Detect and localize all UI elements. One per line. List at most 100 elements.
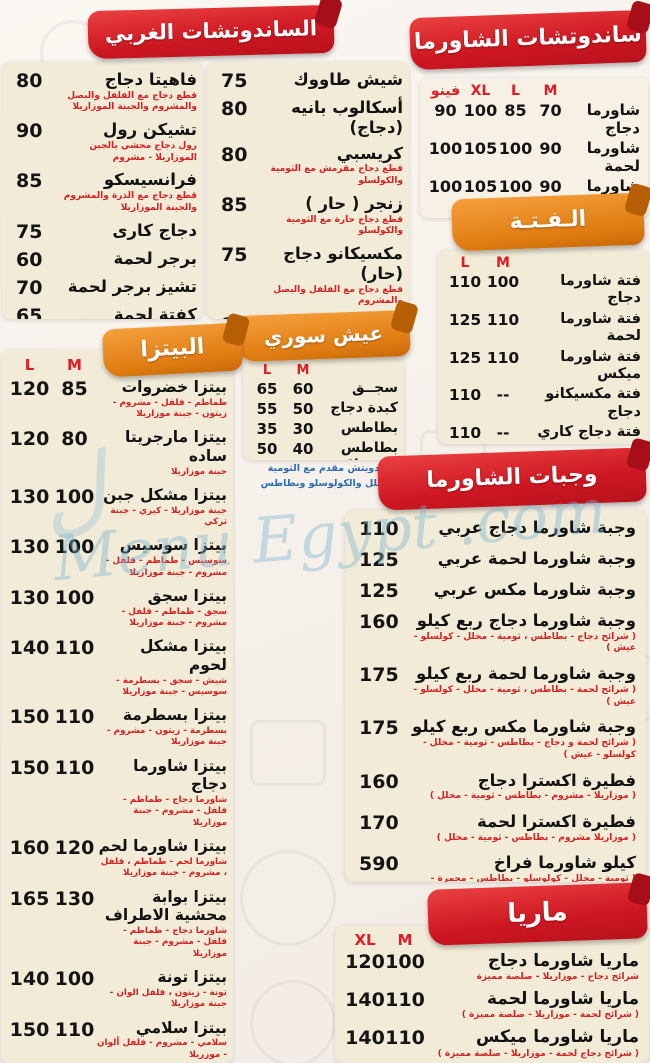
- price-value: 100: [54, 486, 95, 509]
- menu-item-row: 90 تشيكن رول رول دجاج محشي بالجبن الموزاري…: [8, 120, 197, 164]
- item-prices: 110 --: [446, 386, 522, 404]
- item-prices: 75: [213, 244, 265, 266]
- item-prices: 175: [355, 664, 405, 686]
- item-description: قطع دجاج مع الفلفل والبصل والمشروم: [273, 284, 403, 307]
- item-name: شاورما لحمة: [586, 139, 640, 175]
- price-value: 150: [9, 1018, 50, 1041]
- item-name: فتة شاورما ميكس: [560, 348, 641, 382]
- item-name: مكسيكانو دجاج (حار): [283, 243, 403, 283]
- item-name: بيتزا بسطرمة: [122, 706, 227, 725]
- price-value: 90: [16, 120, 43, 143]
- menu-item-row: 75 دجاج كارى: [8, 221, 197, 243]
- item-description: ( شرائح دجاج - بطاطس ، ثومية - مخلل - كو…: [413, 631, 636, 654]
- price-value: 125: [448, 310, 482, 329]
- menu-item-row: 110 -- فتة دجاج كاري: [446, 424, 641, 442]
- menu-item-row: 125 وجبة شاورما لحمة عربي: [355, 549, 636, 571]
- price-value: 85: [221, 193, 248, 216]
- menu-item-row: 75 مكسيكانو دجاج (حار) قطع دجاج مع الفلفل …: [213, 244, 403, 308]
- price-value: 100: [498, 139, 533, 158]
- col-m: M: [67, 356, 82, 374]
- shawarma-meals-ribbon: وجبات الشاورما: [377, 447, 647, 511]
- fatta-list: L M 110 100 فتة شاورما دجاج 125 110 فتة شاورم…: [438, 250, 649, 444]
- menu-item-row: 140 100 بيتزا تونة تونة - زيتون ، فلفل الوا…: [7, 968, 227, 1010]
- price-value: 110: [54, 1018, 95, 1041]
- doodle-shape: [250, 980, 336, 1063]
- col-m: M: [296, 363, 310, 378]
- item-name: برجر لحمة: [113, 248, 197, 268]
- menu-item-row: 55 50 كبدة دجاج: [249, 400, 398, 418]
- item-description: ( شرائح دجاج لحمة - موزاريلا - صلصة مميز…: [437, 1048, 639, 1059]
- item-name: بيتزا سلامي: [135, 1018, 227, 1037]
- pizza-section-ribbon: البيتزا: [101, 322, 244, 378]
- menu-item-row: 140 110 بيتزا مشكل لحوم شيش - سجق - بسطرمة …: [7, 637, 227, 698]
- menu-item-row: 85 فرانسيسكو قطع دجاج مع الذرة والمشروم وا…: [8, 170, 197, 214]
- price-value: 75: [221, 70, 248, 92]
- price-value: 110: [359, 518, 399, 540]
- item-name: بيتزا مارجريتا ساده: [125, 428, 227, 466]
- item-name: ماريا شاورما لحمة: [486, 989, 639, 1010]
- menu-item-row: 100 105 100 90 شاورما لحمة: [428, 139, 640, 175]
- item-prices: 150 110: [7, 757, 97, 779]
- price-value: 160: [359, 611, 399, 633]
- item-name: ماريا شاورما دجاج: [487, 951, 639, 971]
- item-prices: 110: [355, 518, 405, 540]
- item-description: شيش - سجق - بسطرمة - سوسيس - جبنة موزاري…: [116, 675, 227, 697]
- item-name: أسكالوب بانيه (دجاج): [291, 98, 403, 137]
- item-prices: 150 110: [7, 706, 97, 728]
- item-prices: 140 100: [7, 968, 97, 990]
- item-name: دجاج كارى: [112, 220, 197, 240]
- col-m: M: [496, 255, 510, 271]
- price-value: 100: [428, 139, 463, 158]
- menu-item-row: 160 فطيرة اكسترا دجاج( موزاريلا - مشروم -…: [355, 771, 636, 803]
- price-value: 150: [9, 756, 50, 779]
- item-name: وجبة شاورما مكس ربع كيلو: [412, 717, 636, 737]
- item-description: طماطم - فلفل - مشروم - زيتون - جبنة موزا…: [112, 397, 227, 420]
- menu-item-row: 150 110 بيتزا سلامي سلامي - مشروم - فلفل أل…: [7, 1019, 227, 1061]
- western-section-ribbon: الساندوتشات الغربي: [87, 4, 335, 60]
- price-value: 80: [221, 143, 248, 166]
- menu-item-row: 175 وجبة شاورما لحمة ربع كيلو( شرائح لحمة…: [355, 664, 636, 708]
- western-sandwiches-col2: 75 شيش طاووك 80 أسكالوب بانيه (دجاج) 80 كريسب…: [207, 62, 409, 319]
- item-name: بيتزا شاورما لحم: [98, 837, 227, 856]
- item-description: ( ثومية - مخلل - كولوسلو - بطاطس - محمرة…: [430, 874, 636, 882]
- item-prices: 110 --: [446, 424, 522, 442]
- item-name: فطيرة اكسترا لحمة: [477, 812, 636, 831]
- price-value: 40: [292, 440, 314, 458]
- item-name: سجــق: [351, 380, 398, 396]
- item-prices: 170: [355, 812, 405, 834]
- menu-item-row: 160 وجبة شاورما دجاج ربع كيلو( شرائح دجاج…: [355, 611, 636, 655]
- price-value: 130: [9, 536, 50, 559]
- price-value: 80: [61, 428, 88, 451]
- menu-item-row: 125 110 فتة شاورما ميكس: [446, 349, 641, 384]
- item-name: كفتة لحمة: [113, 304, 197, 319]
- item-prices: 85: [213, 194, 265, 216]
- item-prices: 120 100: [345, 951, 425, 973]
- price-value: 160: [9, 837, 50, 860]
- menu-item-row: 125 وجبة شاورما مكس عربي: [355, 580, 636, 602]
- price-value: 130: [9, 486, 50, 509]
- price-value: 90: [539, 139, 562, 158]
- price-value: 85: [61, 378, 88, 400]
- item-prices: 80: [213, 144, 265, 166]
- price-value: 150: [9, 706, 50, 729]
- menu-item-row: 130 100 بيتزا سوسيس سوسيس - طماطم - فلفل - …: [7, 536, 227, 578]
- price-value: 90: [539, 177, 562, 196]
- item-prices: 590: [355, 853, 405, 875]
- col-fino: فينو: [430, 83, 461, 99]
- item-prices: 110 100: [446, 273, 522, 291]
- item-prices: 160: [355, 611, 405, 633]
- item-prices: 160: [355, 771, 405, 793]
- menu-item-row: 80 أسكالوب بانيه (دجاج): [213, 98, 403, 138]
- item-name: ماريا شاورما ميكس: [475, 1027, 639, 1048]
- price-value: 60: [292, 380, 314, 398]
- item-description: رول دجاج محشي بالجبن الموزاريلا - مشروم: [89, 140, 197, 163]
- price-value: 100: [54, 968, 95, 991]
- item-prices: 60: [8, 249, 60, 271]
- item-name: بيتزا شاورما دجاج: [133, 756, 227, 794]
- item-name: وجبة شاورما لحمة ربع كيلو: [416, 664, 636, 684]
- item-name: وجبة شاورما لحمة عربي: [437, 549, 636, 568]
- price-value: 30: [292, 420, 314, 438]
- col-l: L: [511, 83, 520, 99]
- item-name: فتة مكسيكانو دجاج: [545, 386, 641, 420]
